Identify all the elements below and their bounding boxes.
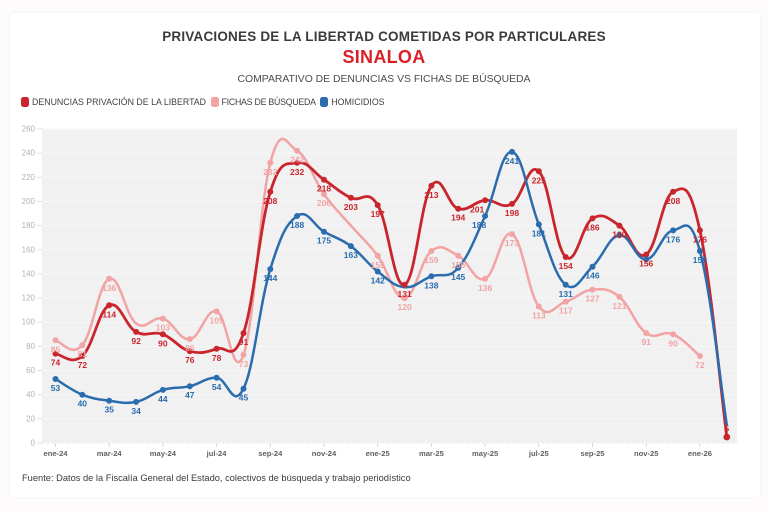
svg-text:180: 180 — [22, 221, 36, 230]
svg-text:198: 198 — [505, 208, 519, 218]
svg-text:120: 120 — [22, 294, 36, 303]
svg-text:74: 74 — [51, 358, 61, 368]
svg-text:81: 81 — [78, 349, 88, 359]
svg-text:113: 113 — [532, 311, 546, 321]
svg-text:160: 160 — [22, 245, 36, 254]
svg-text:44: 44 — [158, 394, 168, 404]
svg-text:131: 131 — [559, 289, 573, 299]
svg-text:92: 92 — [131, 336, 141, 346]
svg-text:260: 260 — [22, 125, 36, 134]
svg-text:60: 60 — [26, 366, 35, 375]
svg-text:186: 186 — [585, 222, 599, 232]
svg-text:80: 80 — [26, 342, 35, 351]
svg-text:73: 73 — [239, 359, 249, 369]
svg-text:176: 176 — [693, 234, 707, 244]
svg-text:86: 86 — [185, 343, 195, 353]
svg-text:ene-24: ene-24 — [43, 449, 68, 458]
svg-text:200: 200 — [22, 197, 36, 206]
svg-text:241: 241 — [505, 156, 519, 166]
svg-text:163: 163 — [344, 250, 358, 260]
svg-text:40: 40 — [26, 390, 35, 399]
svg-text:144: 144 — [263, 273, 277, 283]
svg-text:188: 188 — [472, 220, 486, 230]
svg-text:85: 85 — [51, 344, 61, 354]
svg-text:188: 188 — [290, 220, 304, 230]
svg-text:203: 203 — [344, 202, 358, 212]
svg-text:nov-25: nov-25 — [634, 449, 659, 458]
svg-text:159: 159 — [693, 255, 707, 265]
svg-text:136: 136 — [102, 283, 116, 293]
svg-text:242: 242 — [290, 155, 304, 165]
svg-text:140: 140 — [22, 269, 36, 278]
svg-text:nov-24: nov-24 — [312, 449, 337, 458]
svg-text:sep-24: sep-24 — [258, 449, 283, 458]
svg-text:232: 232 — [263, 167, 277, 177]
svg-text:208: 208 — [666, 196, 680, 206]
svg-text:sep-25: sep-25 — [580, 449, 605, 458]
svg-text:103: 103 — [156, 323, 170, 333]
svg-text:20: 20 — [26, 414, 35, 423]
svg-text:jul-25: jul-25 — [528, 449, 550, 458]
svg-text:53: 53 — [51, 383, 61, 393]
svg-text:72: 72 — [695, 360, 705, 370]
svg-text:145: 145 — [451, 272, 465, 282]
svg-text:72: 72 — [78, 360, 88, 370]
svg-text:jul-24: jul-24 — [206, 449, 228, 458]
svg-text:120: 120 — [398, 302, 412, 312]
svg-text:91: 91 — [239, 337, 249, 347]
svg-text:194: 194 — [451, 213, 465, 223]
svg-text:mar-25: mar-25 — [419, 449, 445, 458]
svg-text:218: 218 — [317, 184, 331, 194]
svg-text:40: 40 — [78, 399, 88, 409]
svg-text:5: 5 — [724, 424, 729, 434]
svg-text:109: 109 — [210, 315, 224, 325]
svg-text:117: 117 — [559, 306, 573, 316]
svg-text:114: 114 — [102, 309, 116, 319]
svg-text:131: 131 — [398, 289, 412, 299]
svg-text:90: 90 — [158, 338, 168, 348]
svg-text:142: 142 — [371, 276, 385, 286]
svg-text:78: 78 — [212, 353, 222, 363]
svg-text:232: 232 — [290, 167, 304, 177]
svg-text:220: 220 — [22, 173, 36, 182]
svg-text:76: 76 — [185, 355, 195, 365]
svg-text:173: 173 — [505, 238, 519, 248]
svg-text:146: 146 — [585, 271, 599, 281]
svg-text:225: 225 — [532, 175, 546, 185]
svg-text:176: 176 — [666, 234, 680, 244]
svg-text:45: 45 — [239, 393, 249, 403]
svg-text:121: 121 — [612, 301, 626, 311]
svg-text:136: 136 — [478, 283, 492, 293]
svg-text:156: 156 — [639, 259, 653, 269]
svg-text:mar-24: mar-24 — [97, 449, 123, 458]
svg-text:197: 197 — [371, 209, 385, 219]
svg-text:240: 240 — [22, 149, 36, 158]
svg-text:may-25: may-25 — [472, 449, 499, 458]
svg-text:ene-25: ene-25 — [366, 449, 391, 458]
svg-text:180: 180 — [612, 230, 626, 240]
svg-text:155: 155 — [371, 260, 385, 270]
svg-text:100: 100 — [22, 318, 36, 327]
svg-text:47: 47 — [185, 390, 195, 400]
svg-text:138: 138 — [424, 280, 438, 290]
svg-text:35: 35 — [104, 405, 114, 415]
svg-text:54: 54 — [212, 382, 222, 392]
svg-text:155: 155 — [451, 260, 465, 270]
svg-text:208: 208 — [263, 196, 277, 206]
svg-text:127: 127 — [585, 294, 599, 304]
svg-text:ene-26: ene-26 — [688, 449, 712, 458]
svg-text:181: 181 — [532, 228, 546, 238]
svg-text:213: 213 — [424, 190, 438, 200]
svg-text:34: 34 — [131, 406, 141, 416]
svg-text:90: 90 — [668, 338, 678, 348]
svg-text:154: 154 — [559, 261, 573, 271]
svg-text:may-24: may-24 — [150, 449, 177, 458]
svg-text:175: 175 — [317, 236, 331, 246]
svg-text:206: 206 — [317, 198, 331, 208]
svg-text:0: 0 — [31, 439, 36, 448]
svg-text:159: 159 — [424, 255, 438, 265]
svg-text:201: 201 — [470, 204, 484, 214]
svg-text:91: 91 — [641, 337, 651, 347]
